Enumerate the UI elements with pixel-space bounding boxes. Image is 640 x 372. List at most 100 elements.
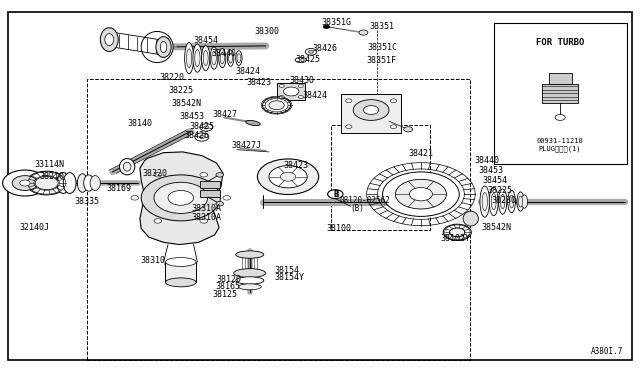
Ellipse shape [186, 49, 192, 67]
Polygon shape [140, 152, 223, 244]
Text: 38351: 38351 [370, 22, 395, 31]
Ellipse shape [521, 195, 527, 208]
Ellipse shape [236, 51, 242, 65]
Circle shape [216, 173, 223, 177]
Text: 38140: 38140 [127, 119, 152, 128]
Text: PLUGプラグ(1): PLUGプラグ(1) [539, 145, 581, 152]
Bar [548, 73, 572, 84]
Ellipse shape [491, 193, 496, 210]
Circle shape [390, 99, 397, 103]
Circle shape [284, 87, 299, 96]
Circle shape [279, 84, 284, 87]
Text: 38210: 38210 [39, 172, 64, 181]
Ellipse shape [90, 176, 100, 190]
Ellipse shape [509, 195, 514, 208]
Text: 38425: 38425 [296, 55, 321, 64]
Circle shape [450, 228, 465, 237]
Text: 38453: 38453 [179, 112, 205, 121]
Bar [200, 181, 220, 188]
Text: 38220: 38220 [159, 73, 184, 82]
Text: 38100: 38100 [326, 224, 351, 233]
Circle shape [346, 99, 352, 103]
Ellipse shape [161, 41, 167, 52]
Circle shape [141, 175, 220, 221]
Bar [542, 84, 578, 103]
Ellipse shape [480, 186, 490, 217]
Ellipse shape [489, 187, 498, 216]
Ellipse shape [236, 277, 264, 284]
Text: 38427J: 38427J [232, 141, 262, 151]
Circle shape [200, 173, 207, 177]
Circle shape [404, 127, 413, 132]
Ellipse shape [500, 194, 505, 209]
Ellipse shape [246, 121, 260, 126]
Ellipse shape [212, 51, 216, 65]
Ellipse shape [482, 193, 488, 211]
Text: 38351C: 38351C [367, 42, 397, 51]
Circle shape [390, 125, 397, 129]
Text: 38440: 38440 [474, 156, 500, 165]
Circle shape [216, 202, 223, 206]
Text: 38335: 38335 [74, 197, 99, 206]
Text: 38454: 38454 [483, 176, 508, 185]
Text: 38440: 38440 [211, 49, 236, 58]
Ellipse shape [203, 51, 208, 66]
Circle shape [223, 196, 230, 200]
Ellipse shape [77, 174, 88, 192]
Text: 38120: 38120 [216, 275, 241, 284]
Circle shape [323, 25, 330, 29]
Ellipse shape [499, 189, 507, 214]
Text: 38453: 38453 [478, 166, 504, 175]
Circle shape [35, 176, 58, 190]
Text: 38225: 38225 [169, 86, 194, 95]
Circle shape [279, 96, 284, 99]
Circle shape [20, 180, 30, 186]
Circle shape [131, 196, 139, 200]
Circle shape [410, 187, 433, 201]
Ellipse shape [84, 175, 94, 191]
Ellipse shape [193, 44, 202, 72]
Text: 00931-11210: 00931-11210 [537, 138, 584, 144]
Bar [200, 190, 220, 197]
Ellipse shape [100, 28, 118, 51]
Ellipse shape [463, 211, 478, 226]
Ellipse shape [124, 162, 131, 171]
Circle shape [555, 115, 565, 121]
Text: 38102Y: 38102Y [440, 234, 470, 243]
Circle shape [257, 159, 319, 195]
Circle shape [359, 30, 368, 35]
Circle shape [200, 124, 212, 131]
Circle shape [154, 182, 207, 214]
Text: B: B [333, 190, 338, 199]
Text: 38310A: 38310A [191, 205, 221, 214]
Text: FOR TURBO: FOR TURBO [536, 38, 584, 47]
Ellipse shape [228, 53, 232, 63]
Ellipse shape [210, 47, 218, 69]
Bar [87, 78, 470, 360]
Circle shape [298, 84, 303, 87]
Text: 38542N: 38542N [481, 223, 511, 232]
Text: 32140J: 32140J [20, 223, 50, 232]
Circle shape [12, 176, 38, 190]
Text: 38310: 38310 [140, 256, 165, 265]
Ellipse shape [105, 34, 114, 45]
Circle shape [305, 48, 317, 55]
Text: 38423: 38423 [284, 161, 308, 170]
Ellipse shape [220, 52, 225, 64]
Text: 38542N: 38542N [172, 99, 202, 108]
Circle shape [195, 133, 209, 141]
Circle shape [154, 173, 162, 177]
Text: 38430: 38430 [289, 76, 314, 85]
Ellipse shape [166, 257, 196, 266]
Text: 38320: 38320 [143, 169, 168, 177]
Circle shape [204, 126, 209, 129]
Text: 38169: 38169 [106, 185, 131, 193]
Text: 38154: 38154 [274, 266, 299, 275]
Bar [277, 83, 305, 100]
Text: 38165: 38165 [215, 282, 240, 291]
Bar [332, 125, 431, 231]
Circle shape [308, 50, 314, 53]
Bar [340, 94, 401, 133]
Text: 38423: 38423 [246, 78, 271, 87]
Ellipse shape [238, 284, 261, 290]
